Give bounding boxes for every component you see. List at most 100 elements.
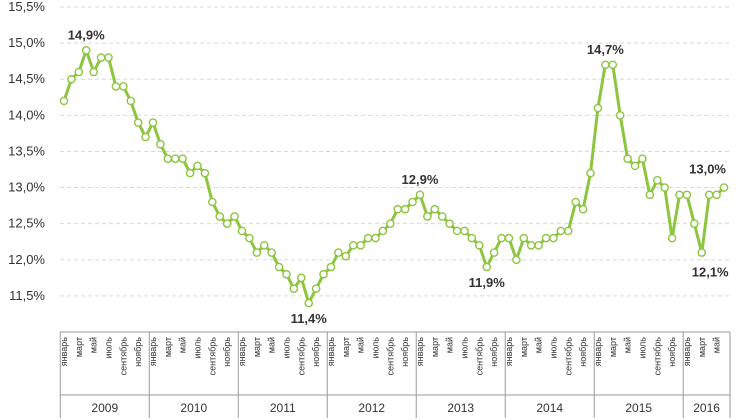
data-point (682, 190, 692, 200)
data-point (259, 241, 269, 250)
value-annotation: 14,7% (587, 42, 624, 57)
x-tick-label: март (341, 337, 351, 357)
data-point (712, 190, 721, 200)
data-point (571, 197, 580, 207)
x-tick-label: июль (281, 337, 291, 359)
x-tick-label: май (267, 337, 277, 353)
year-label: 2014 (536, 401, 563, 415)
data-point (141, 132, 150, 142)
x-tick-label: март (608, 337, 618, 357)
data-point (222, 219, 232, 228)
data-point (519, 233, 529, 243)
data-point (311, 284, 321, 293)
x-tick-label: ноябрь (311, 337, 321, 367)
y-axis: 11,5% 12,0% 12,5% 13,0% 13,5% 14,0% 14,5% 15,0%… (8, 0, 45, 303)
x-tick-label: сентябрь (474, 337, 484, 376)
data-point (59, 96, 69, 106)
x-tick-label: июль (548, 337, 558, 359)
data-point (563, 226, 573, 236)
x-tick-label: март (697, 337, 707, 357)
data-point (230, 212, 239, 221)
series-line (62, 48, 726, 305)
data-point (660, 183, 669, 192)
data-point (371, 233, 380, 243)
data-point (556, 226, 566, 236)
data-point (452, 226, 462, 236)
data-point (675, 190, 684, 200)
data-point (630, 161, 640, 171)
data-point (215, 212, 225, 221)
value-annotation: 13,0% (689, 162, 726, 177)
y-tick-label: 14,0% (8, 107, 45, 122)
x-tick-label: сентябрь (385, 337, 395, 376)
data-point (608, 60, 618, 70)
x-tick-label: январь (504, 337, 514, 367)
y-tick-label: 12,0% (8, 252, 45, 267)
data-point (489, 248, 499, 257)
y-tick-label: 13,5% (8, 143, 45, 158)
year-label: 2016 (693, 401, 720, 415)
y-tick-label: 12,5% (8, 216, 45, 231)
x-tick-label: сентябрь (652, 337, 662, 376)
data-point (156, 139, 165, 149)
data-point (601, 60, 610, 70)
data-point (245, 233, 254, 243)
x-tick-label: май (712, 337, 722, 353)
data-point (133, 118, 143, 127)
data-point (623, 154, 632, 163)
x-tick-label: январь (237, 337, 247, 367)
data-point (356, 241, 365, 250)
data-point (437, 212, 447, 221)
x-tick-label: ноябрь (489, 337, 499, 367)
data-point (415, 190, 425, 200)
x-tick-label: март (430, 337, 440, 357)
x-tick-label: июль (192, 337, 202, 359)
data-point (178, 154, 187, 163)
gridlines (60, 6, 730, 297)
x-tick-label: май (178, 337, 188, 353)
data-point (667, 233, 677, 243)
x-tick-label: май (356, 337, 366, 353)
x-tick-label: май (534, 337, 544, 353)
data-point (430, 204, 440, 214)
data-point (148, 118, 158, 127)
x-tick-label: июль (370, 337, 380, 359)
data-point (334, 248, 343, 257)
data-point (504, 233, 514, 243)
data-point (319, 269, 328, 279)
year-label: 2015 (625, 401, 652, 415)
data-point (385, 219, 395, 228)
value-annotation: 14,9% (68, 27, 105, 42)
x-tick-label: март (74, 337, 84, 357)
y-tick-label: 11,5% (9, 288, 45, 303)
year-label: 2010 (180, 401, 207, 415)
data-point (526, 241, 536, 250)
data-point (326, 262, 336, 272)
year-label: 2009 (91, 401, 118, 415)
data-point (304, 298, 314, 308)
series-layer (59, 46, 729, 308)
data-point (208, 197, 217, 207)
x-tick-label: январь (59, 337, 69, 367)
data-point (393, 204, 403, 214)
x-tick-label: сентябрь (296, 337, 306, 376)
data-point (423, 212, 432, 221)
x-tick-label: май (445, 337, 455, 353)
data-point (119, 82, 128, 91)
x-tick-label: январь (415, 337, 425, 367)
data-point (200, 168, 210, 178)
x-tick-label: июль (459, 337, 469, 359)
data-point (348, 241, 358, 250)
data-point (252, 248, 262, 257)
data-point (400, 204, 410, 214)
y-tick-label: 13,0% (8, 180, 45, 195)
x-tick-label: сентябрь (118, 337, 128, 376)
y-tick-label: 15,5% (8, 0, 45, 14)
data-point (697, 248, 707, 257)
data-point (645, 190, 655, 200)
year-label: 2013 (447, 401, 474, 415)
x-tick-label: январь (326, 337, 336, 367)
data-point (126, 96, 136, 106)
data-point (363, 233, 373, 243)
